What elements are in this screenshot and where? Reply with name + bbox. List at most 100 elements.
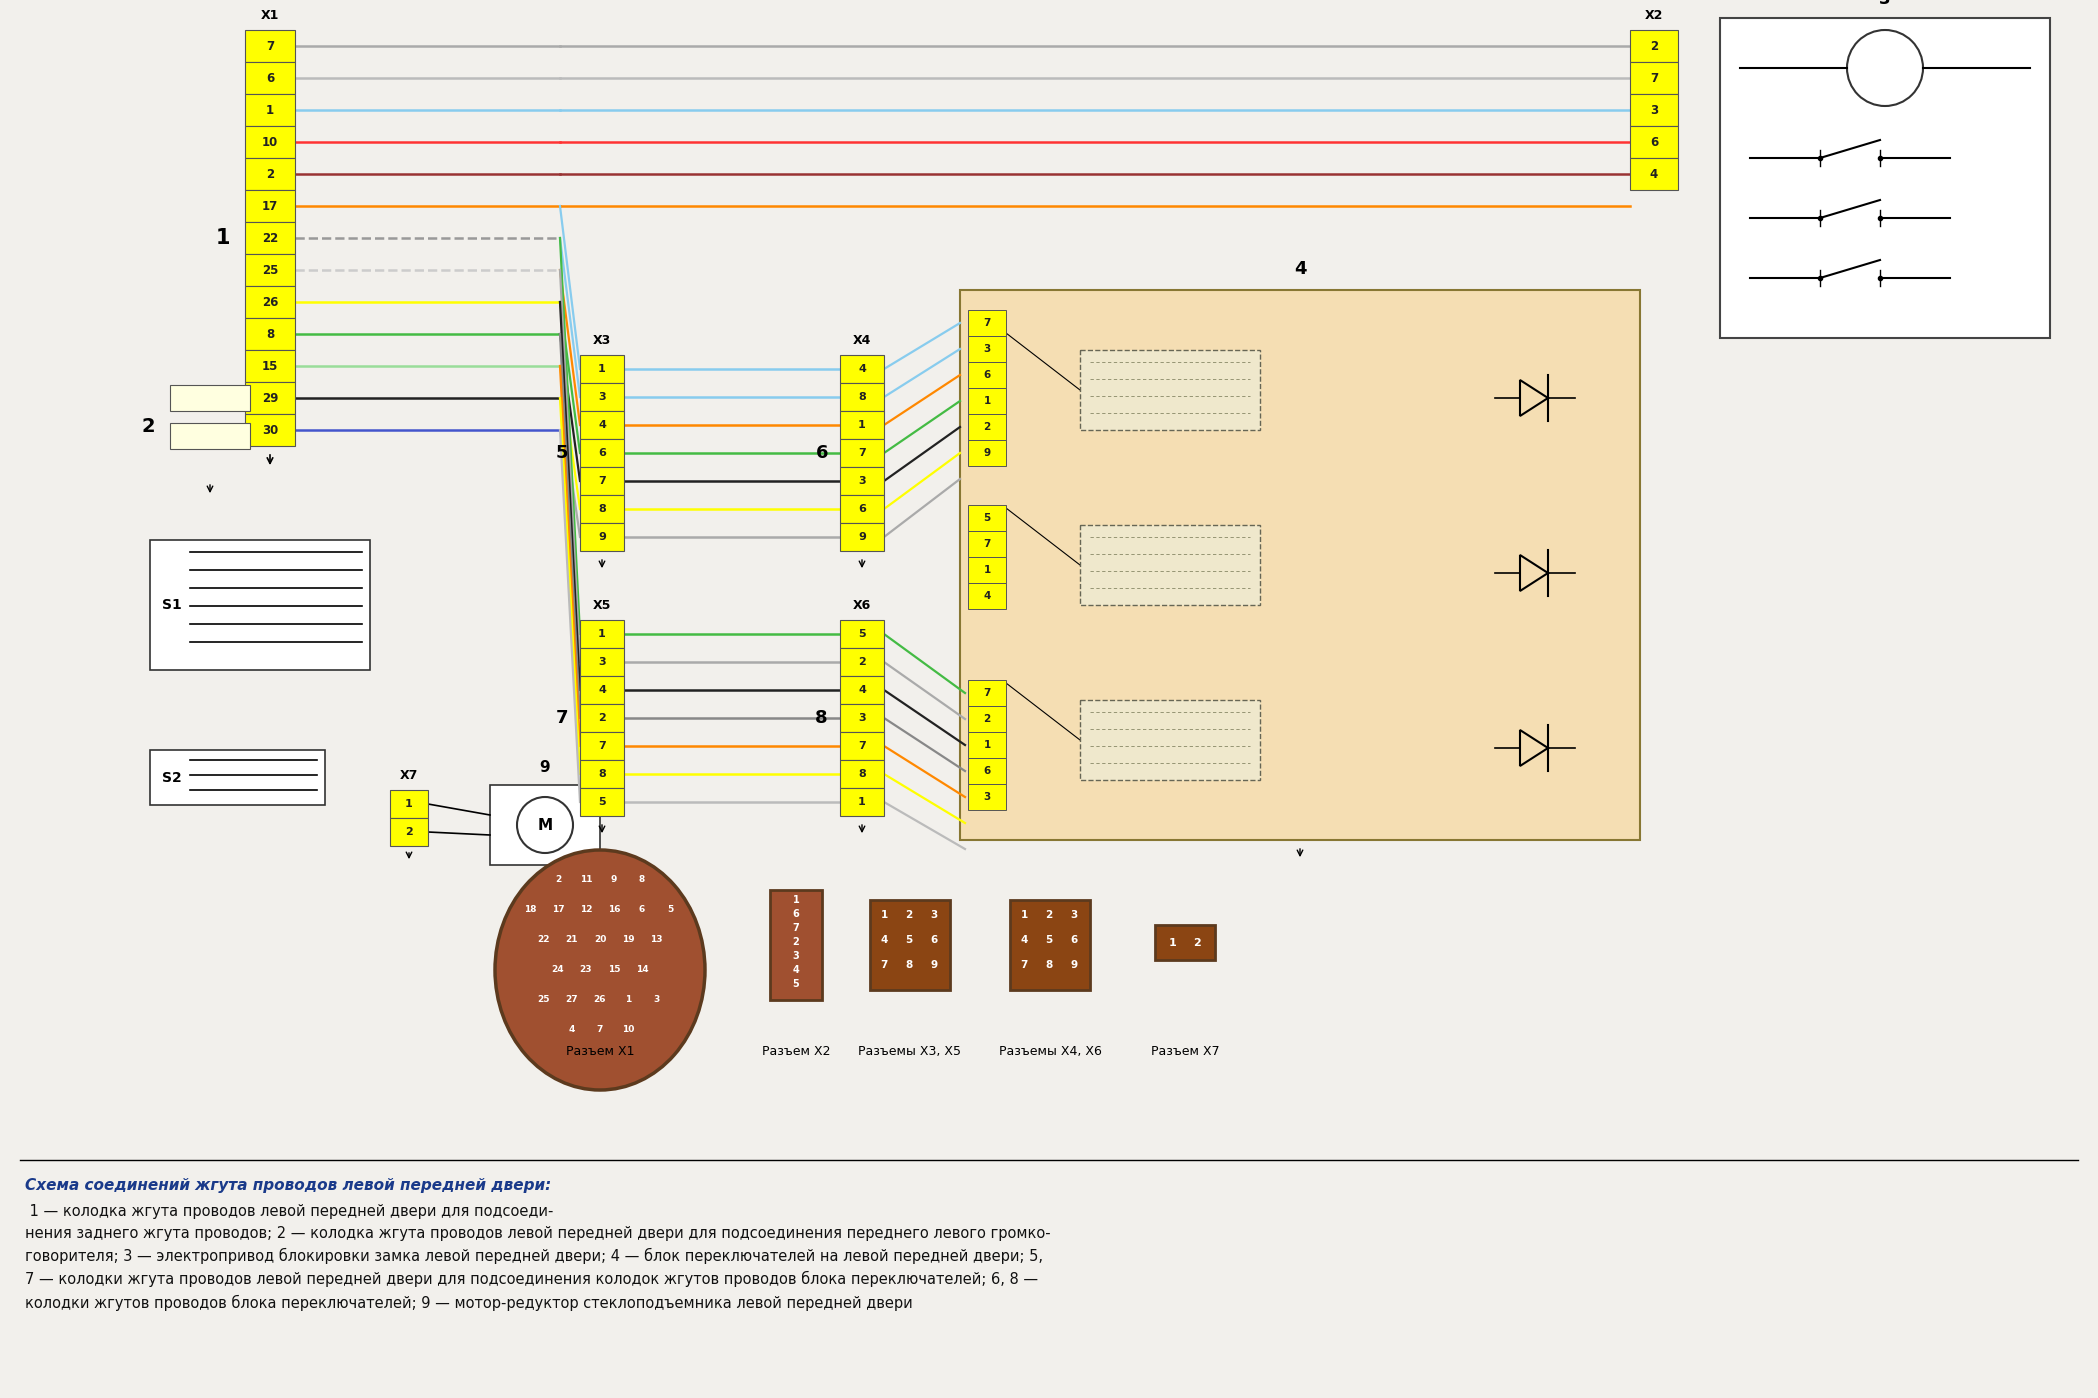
Bar [149,540,369,670]
Text: 11: 11 [579,875,592,885]
Bar [245,254,296,287]
Text: 4: 4 [984,591,990,601]
Bar [1009,900,1091,990]
Bar [1630,29,1678,62]
Text: 5: 5 [556,445,569,461]
Text: 25: 25 [262,263,279,277]
Bar [967,531,1007,556]
Bar [839,439,883,467]
Text: 18: 18 [524,906,537,914]
Bar [1156,925,1215,960]
Bar [839,355,883,383]
Text: S2: S2 [162,770,183,784]
Bar [245,190,296,222]
Text: X4: X4 [852,334,871,347]
Text: 6: 6 [598,447,606,459]
Text: 4: 4 [793,965,799,974]
Bar [871,900,950,990]
Text: 1: 1 [984,396,990,405]
Bar [967,706,1007,733]
Text: 7: 7 [596,1026,604,1035]
Bar [390,818,428,846]
Bar [839,523,883,551]
Text: 1: 1 [858,419,866,431]
Bar [579,439,623,467]
Text: 7: 7 [598,741,606,751]
Text: 8: 8 [598,769,606,779]
Text: 7: 7 [793,923,799,932]
Text: 2: 2 [1194,938,1200,948]
Text: 22: 22 [537,935,550,945]
Text: 9: 9 [858,533,866,542]
Text: 3: 3 [793,951,799,960]
Text: 8: 8 [858,391,866,403]
Text: X1: X1 [260,8,279,22]
Bar [839,761,883,788]
Text: 24: 24 [552,966,564,974]
Bar [839,649,883,677]
Bar [1720,18,2050,338]
Text: 9: 9 [611,875,617,885]
Text: 7: 7 [984,540,990,549]
Text: 8: 8 [266,327,275,341]
Text: 25: 25 [537,995,550,1005]
Text: X3: X3 [594,334,611,347]
Text: 7: 7 [858,447,866,459]
Text: 3: 3 [1649,103,1657,116]
Text: 3: 3 [984,344,990,354]
Text: 7: 7 [984,688,990,698]
Text: 2: 2 [793,937,799,946]
Bar [245,350,296,382]
Bar [967,679,1007,706]
Bar [839,467,883,495]
Text: 2: 2 [1649,39,1657,53]
Text: Разъем X2: Разъем X2 [762,1044,831,1058]
Text: 3: 3 [858,475,866,487]
Text: 6: 6 [929,935,938,945]
Bar [579,733,623,761]
Bar [245,287,296,317]
Bar [170,384,250,411]
Bar [839,788,883,816]
Bar [579,383,623,411]
Text: 1: 1 [1020,910,1028,920]
Text: X2: X2 [1645,8,1664,22]
Bar [245,317,296,350]
Text: 4: 4 [858,363,866,375]
Bar [579,411,623,439]
Text: 1: 1 [598,363,606,375]
Text: 2: 2 [984,714,990,724]
Bar [967,784,1007,809]
Bar [967,556,1007,583]
Text: 26: 26 [594,995,606,1005]
Bar [245,382,296,414]
Bar [579,495,623,523]
Text: 1: 1 [984,565,990,575]
Bar [967,758,1007,784]
Text: 1: 1 [793,895,799,905]
Text: 10: 10 [262,136,279,148]
Bar [839,705,883,733]
Text: 19: 19 [621,935,634,945]
Text: X6: X6 [854,598,871,612]
Text: Разъемы X3, X5: Разъемы X3, X5 [858,1044,961,1058]
Text: 1: 1 [266,103,275,116]
Bar [967,389,1007,414]
Text: 4: 4 [598,419,606,431]
Text: 3: 3 [1070,910,1078,920]
Text: 8: 8 [640,875,644,885]
Bar [839,733,883,761]
Text: 6: 6 [266,71,275,84]
Text: 7: 7 [266,39,275,53]
Text: 8: 8 [598,505,606,514]
Text: 2: 2 [554,875,560,885]
Text: 2: 2 [858,657,866,667]
Text: 5: 5 [906,935,913,945]
Bar [1630,126,1678,158]
Bar [839,677,883,705]
Bar [579,649,623,677]
Bar [149,749,325,805]
Text: 1: 1 [881,910,887,920]
Text: 2: 2 [141,417,155,436]
Text: 4: 4 [858,685,866,695]
